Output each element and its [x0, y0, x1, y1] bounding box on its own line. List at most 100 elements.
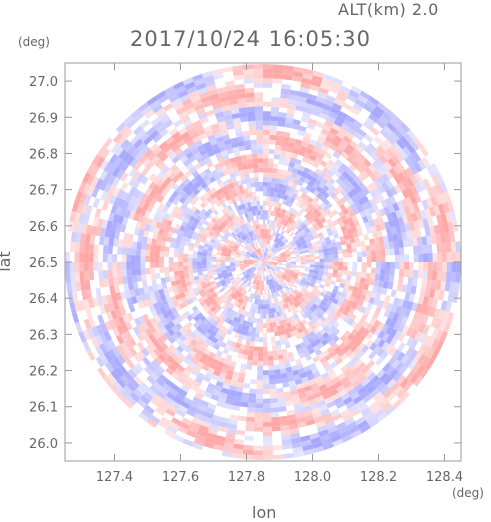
- field-cell: [427, 244, 432, 253]
- field-cell: [93, 253, 98, 262]
- field-cell: [159, 251, 164, 257]
- field-cell: [241, 397, 249, 403]
- field-cell: [79, 271, 84, 281]
- field-cell: [394, 248, 399, 255]
- field-cell: [263, 384, 270, 389]
- field-cell: [404, 254, 409, 262]
- field-cell: [352, 267, 357, 272]
- field-cell: [118, 277, 124, 285]
- field-cell: [266, 323, 270, 328]
- field-cell: [248, 164, 254, 169]
- field-cell: [258, 309, 261, 314]
- field-cell: [260, 323, 263, 328]
- field-cell: [266, 314, 269, 319]
- field-cell: [291, 262, 296, 264]
- field-cell: [375, 244, 380, 251]
- field-cell: [145, 256, 150, 262]
- field-cell: [277, 121, 285, 127]
- field-cell: [351, 247, 356, 252]
- field-cell: [211, 257, 216, 260]
- field-cell: [432, 253, 437, 262]
- field-cell: [432, 262, 437, 271]
- field-cell: [399, 247, 404, 255]
- field-cell: [243, 169, 249, 175]
- field-cell: [263, 69, 273, 74]
- field-cell: [211, 264, 216, 267]
- field-cell: [351, 242, 357, 248]
- field-cell: [305, 260, 310, 262]
- field-cell: [257, 149, 263, 154]
- field-cell: [251, 144, 257, 149]
- field-cell: [242, 64, 253, 70]
- field-cell: [197, 262, 202, 265]
- field-cell: [242, 454, 253, 460]
- field-cell: [256, 384, 263, 389]
- field-cell: [263, 168, 268, 173]
- field-cell: [253, 446, 263, 451]
- field-cell: [263, 333, 267, 338]
- field-cell: [235, 262, 240, 263]
- field-cell: [254, 83, 263, 88]
- field-cell: [263, 304, 265, 309]
- field-cell: [409, 262, 414, 270]
- field-cell: [84, 262, 89, 271]
- field-cell: [256, 323, 260, 328]
- field-cell: [263, 422, 272, 427]
- field-cell: [179, 249, 184, 254]
- field-cell: [89, 244, 94, 253]
- field-cell: [263, 187, 267, 192]
- field-cell: [245, 93, 254, 98]
- field-cell: [255, 187, 259, 192]
- field-cell: [381, 256, 386, 262]
- field-cell: [150, 250, 155, 256]
- radial-velocity-field: [65, 64, 461, 460]
- field-cell: [107, 262, 112, 270]
- field-cell: [197, 265, 202, 269]
- field-cell: [252, 360, 258, 365]
- field-cell: [254, 92, 263, 97]
- field-cell: [305, 262, 310, 264]
- field-cell: [248, 355, 254, 360]
- field-cell: [242, 131, 249, 137]
- field-cell: [271, 412, 279, 417]
- field-cell: [263, 83, 272, 88]
- field-cell: [291, 260, 296, 262]
- field-cell: [75, 272, 80, 282]
- field-cell: [230, 260, 235, 262]
- field-cell: [427, 271, 432, 280]
- field-cell: [94, 244, 99, 253]
- field-cell: [257, 144, 263, 149]
- y-tick-label: 26.6: [29, 220, 58, 235]
- field-cell: [263, 135, 270, 140]
- field-cell: [263, 116, 271, 121]
- field-cell: [385, 262, 390, 269]
- field-cell: [268, 158, 274, 163]
- field-cell: [261, 215, 263, 220]
- field-cell: [211, 259, 216, 262]
- field-cell: [272, 168, 277, 173]
- field-cell: [278, 160, 284, 166]
- field-cell: [247, 107, 255, 112]
- field-cell: [277, 392, 285, 398]
- field-cell: [271, 421, 280, 426]
- field-cell: [243, 135, 250, 141]
- field-cell: [249, 393, 256, 398]
- x-tick-label: 128.4: [426, 470, 463, 485]
- field-cell: [174, 253, 179, 258]
- field-cell: [428, 253, 433, 262]
- field-cell: [246, 102, 255, 107]
- field-cell: [263, 309, 266, 314]
- field-cell: [188, 254, 193, 258]
- field-cell: [169, 267, 174, 272]
- field-cell: [155, 245, 160, 251]
- field-cell: [266, 318, 269, 323]
- field-cell: [202, 259, 207, 262]
- field-cell: [207, 256, 212, 259]
- field-cell: [108, 270, 113, 278]
- field-cell: [252, 192, 256, 197]
- field-cell: [436, 243, 441, 253]
- field-cell: [263, 375, 269, 380]
- field-cell: [390, 248, 395, 255]
- field-cell: [70, 262, 75, 272]
- field-cell: [456, 252, 461, 262]
